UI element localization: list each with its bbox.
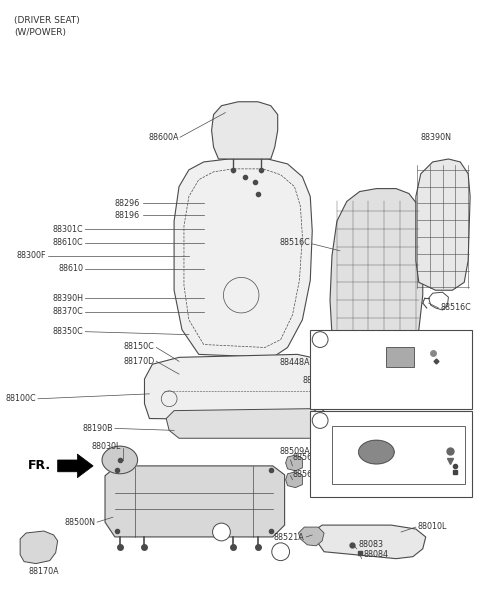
Text: 88448A: 88448A bbox=[280, 358, 310, 367]
Polygon shape bbox=[144, 354, 332, 421]
Text: b: b bbox=[318, 416, 323, 425]
Text: 88813A: 88813A bbox=[432, 434, 463, 443]
Text: 88390H: 88390H bbox=[52, 294, 84, 302]
Polygon shape bbox=[416, 159, 470, 290]
Text: 88196: 88196 bbox=[333, 392, 358, 401]
Circle shape bbox=[213, 523, 230, 541]
Polygon shape bbox=[212, 102, 278, 159]
Polygon shape bbox=[20, 531, 58, 564]
Text: 88500N: 88500N bbox=[64, 517, 95, 527]
Polygon shape bbox=[286, 455, 302, 471]
Text: (DRIVER SEAT): (DRIVER SEAT) bbox=[14, 16, 80, 25]
Circle shape bbox=[312, 331, 328, 347]
Text: (W/POWER): (W/POWER) bbox=[14, 28, 66, 37]
Text: 88170A: 88170A bbox=[28, 567, 59, 576]
Text: FR.: FR. bbox=[28, 460, 51, 472]
Bar bbox=[386, 347, 414, 367]
Polygon shape bbox=[58, 454, 93, 478]
Polygon shape bbox=[359, 440, 394, 464]
Text: 88610: 88610 bbox=[58, 264, 84, 273]
Text: 88196: 88196 bbox=[114, 211, 140, 220]
Text: 88100C: 88100C bbox=[5, 394, 36, 403]
Text: 88150C: 88150C bbox=[123, 342, 155, 351]
Text: 88390N: 88390N bbox=[421, 133, 452, 142]
Text: 88567A: 88567A bbox=[292, 453, 323, 463]
Text: 88509A: 88509A bbox=[279, 447, 310, 456]
Polygon shape bbox=[299, 527, 324, 546]
Text: 88170D: 88170D bbox=[123, 357, 155, 366]
Bar bbox=[310, 330, 472, 408]
Text: 88030L: 88030L bbox=[91, 442, 121, 451]
Text: 88010L: 88010L bbox=[418, 522, 447, 530]
Text: a: a bbox=[318, 335, 323, 344]
Polygon shape bbox=[102, 446, 138, 474]
Text: b: b bbox=[219, 527, 224, 537]
Text: 88600A: 88600A bbox=[148, 133, 179, 142]
Text: 1129EH: 1129EH bbox=[335, 345, 366, 354]
Polygon shape bbox=[105, 466, 285, 537]
Text: 88083: 88083 bbox=[359, 540, 384, 549]
Text: 88370C: 88370C bbox=[52, 307, 84, 317]
Text: 88610C: 88610C bbox=[53, 238, 84, 248]
Text: a: a bbox=[278, 547, 283, 556]
Polygon shape bbox=[166, 408, 324, 438]
Circle shape bbox=[312, 413, 328, 428]
Polygon shape bbox=[317, 423, 340, 446]
Text: 88516C: 88516C bbox=[441, 304, 471, 312]
Polygon shape bbox=[174, 159, 312, 357]
Text: 88301C: 88301C bbox=[53, 225, 84, 233]
Text: 88296: 88296 bbox=[114, 199, 140, 208]
Text: 88300F: 88300F bbox=[16, 251, 46, 260]
Text: 88190B: 88190B bbox=[82, 424, 113, 433]
Text: 88521A: 88521A bbox=[274, 533, 304, 543]
Polygon shape bbox=[330, 188, 423, 362]
Bar bbox=[310, 411, 472, 498]
Polygon shape bbox=[312, 525, 426, 559]
Text: 88084: 88084 bbox=[363, 550, 388, 559]
Circle shape bbox=[272, 543, 289, 561]
Bar bbox=[332, 426, 465, 484]
Text: 88195: 88195 bbox=[351, 392, 376, 401]
Text: 88516C: 88516C bbox=[279, 238, 310, 248]
Text: 88567A: 88567A bbox=[292, 470, 323, 479]
Polygon shape bbox=[286, 472, 302, 488]
Text: 88350C: 88350C bbox=[52, 327, 84, 336]
Text: 88296: 88296 bbox=[303, 376, 328, 384]
